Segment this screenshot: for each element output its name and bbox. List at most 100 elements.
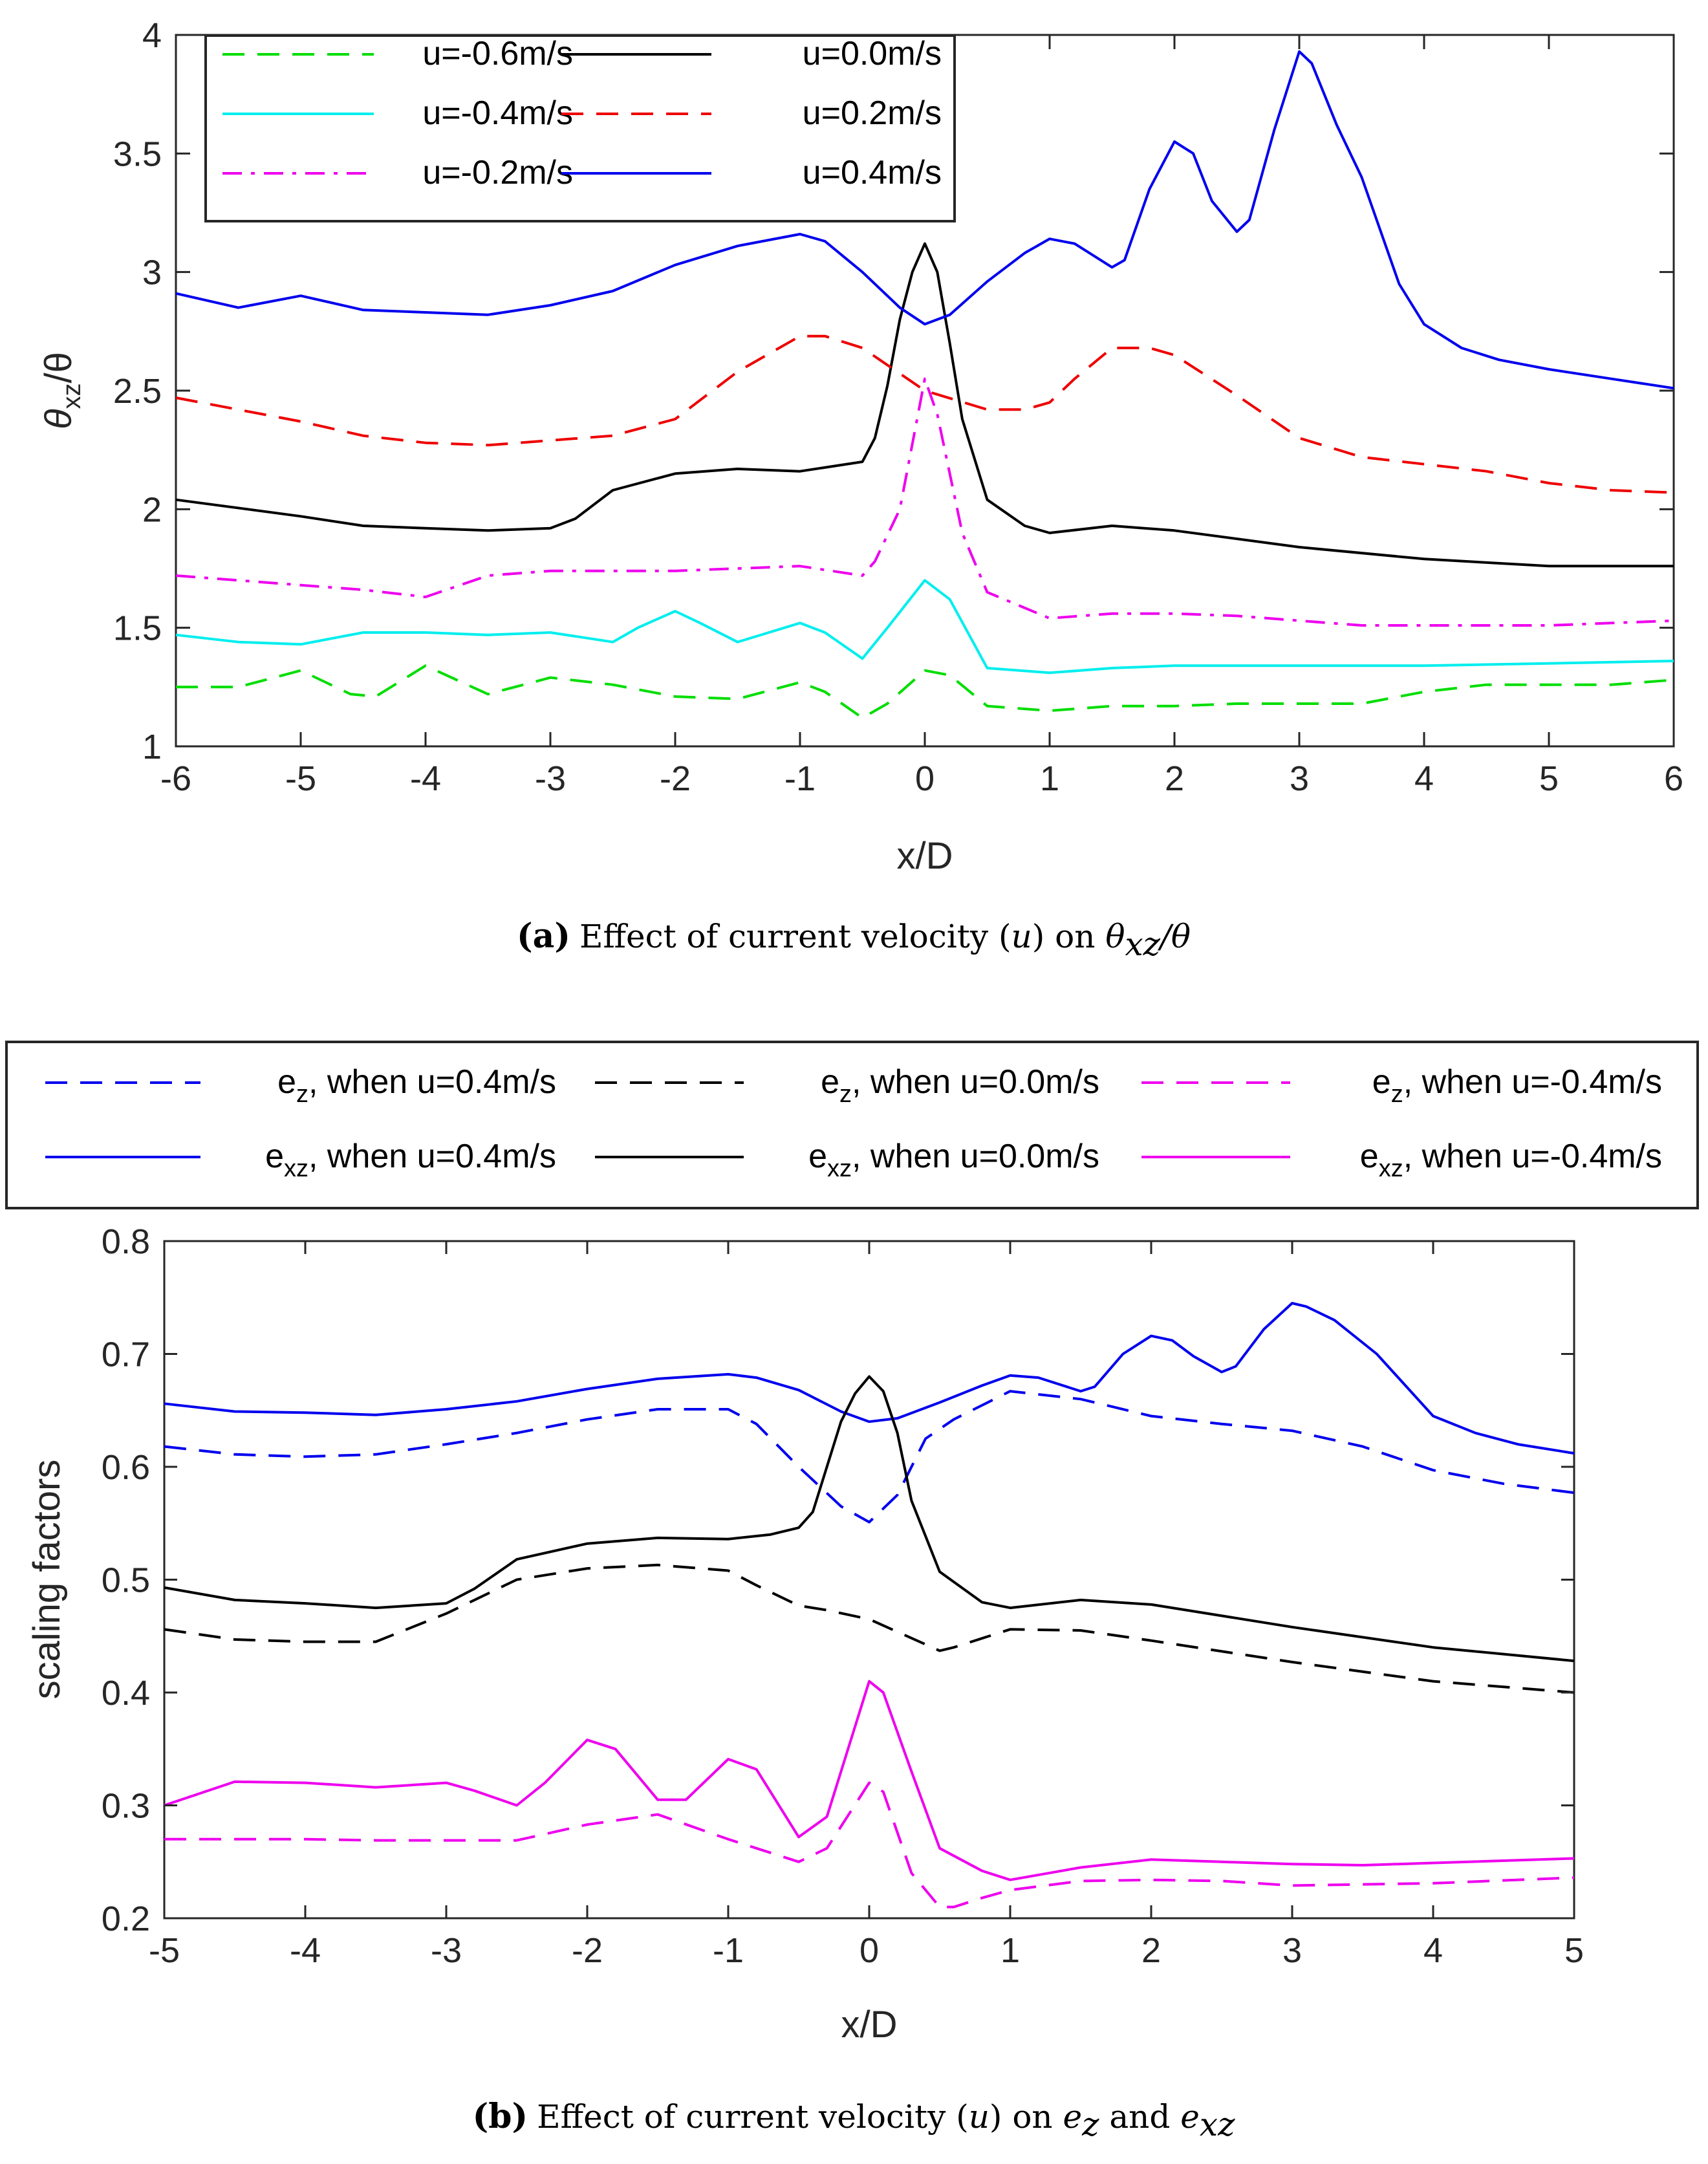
panel-b-legend-entries: ez, when u=0.4m/s ez, when u=0.0m/s ez, wh…	[45, 1063, 1662, 1182]
panel-b-caption-exz-sub: xz	[1200, 2106, 1235, 2143]
panel-b-series-ez-when-u-0-4m-s	[164, 1390, 1575, 1524]
panel-a-xtick-label: -3	[535, 759, 566, 798]
panel-a-y-label-theta: θ	[38, 409, 80, 429]
panel-a-xtick-label: 2	[1165, 759, 1184, 798]
panel-a-xtick-label: 0	[915, 759, 935, 798]
panel-a: -6 -5 -4 -3 -2 -1 0 1 2 3 4 5 6 11.522.533.54 x/D θx…	[38, 16, 1683, 963]
panel-a-legend-label-u-0-6m-s: u=-0.6m/s	[422, 35, 573, 72]
panel-b-caption-ez: e	[1063, 2098, 1083, 2136]
panel-a-y-label-sub: xz	[58, 383, 86, 409]
panel-b: ez, when u=0.4m/s ez, when u=0.0m/s ez, wh…	[5, 1041, 1699, 2143]
panel-b-legend-label-exz-when-u-0-4m-s: exz, when u=-0.4m/s	[1360, 1138, 1662, 1182]
panel-a-legend-label-u-0-2m-s: u=0.2m/s	[803, 94, 942, 132]
panel-a-xtick-label: -5	[285, 759, 316, 798]
panel-a-ytick-label: 3.5	[113, 135, 162, 173]
panel-b-x-axis-label: x/D	[841, 2004, 898, 2046]
panel-b-xtick-label: -1	[713, 1931, 744, 1970]
panel-b-caption-label: (b)	[473, 2097, 528, 2136]
panel-a-x-ticks: -6 -5 -4 -3 -2 -1 0 1 2 3 4 5 6	[160, 35, 1683, 798]
panel-a-ytick-label: 4	[142, 16, 162, 55]
panel-b-xtick-label: 0	[859, 1931, 879, 1970]
panel-a-caption: (a) Effect of current velocity (u) on θxz…	[517, 916, 1191, 963]
panel-b-caption-pre: Effect of current velocity (	[537, 2098, 969, 2136]
panel-b-caption-exz: e	[1180, 2098, 1200, 2136]
panel-b-xtick-label: 3	[1282, 1931, 1302, 1970]
panel-b-x-ticks: -5 -4 -3 -2 -1 0 1 2 3 4 5	[149, 1241, 1584, 1970]
panel-b-series-exz-when-u-0-4m-s	[164, 1680, 1575, 1881]
panel-b-caption-ez-sub: z	[1081, 2106, 1099, 2143]
panel-b-xtick-label: -3	[431, 1931, 462, 1970]
panel-a-ytick-label: 1.5	[113, 609, 162, 648]
panel-a-xtick-label: 1	[1040, 759, 1059, 798]
panel-a-x-axis-label: x/D	[897, 835, 953, 877]
panel-a-ytick-label: 1	[142, 728, 162, 766]
panel-a-y-label-tail: /θ	[38, 352, 80, 383]
panel-b-caption-mid: ) on	[989, 2098, 1063, 2136]
panel-a-caption-tail: /θ	[1158, 918, 1191, 955]
panel-a-ytick-label: 3	[142, 254, 162, 292]
panel-a-xtick-label: 6	[1664, 759, 1683, 798]
panel-b-ytick-label: 0.5	[102, 1561, 150, 1600]
panel-b-xtick-label: 2	[1141, 1931, 1161, 1970]
panel-a-legend: u=-0.6m/s u=-0.4m/s u=-0.2m/s u=0.0m/s u=0.2…	[204, 34, 956, 222]
panel-b-series-group	[164, 1302, 1575, 1909]
panel-a-xtick-label: 5	[1539, 759, 1559, 798]
panel-a-series-u-0-6m-s	[176, 664, 1674, 719]
panel-a-caption-u: u	[1011, 918, 1032, 955]
panel-a-legend-box	[204, 34, 956, 222]
panel-b-xtick-label: -5	[149, 1931, 180, 1970]
panel-b-legend: ez, when u=0.4m/s ez, when u=0.0m/s ez, wh…	[5, 1041, 1699, 1209]
panel-b-ytick-label: 0.7	[102, 1336, 150, 1374]
panel-b-series-ez-when-u-0-0m-s	[164, 1563, 1575, 1694]
panel-b-xtick-label: 4	[1423, 1931, 1443, 1970]
panel-b-series-exz-when-u-0-0m-s	[164, 1375, 1575, 1663]
panel-a-legend-label-u-0-4m-s: u=-0.4m/s	[422, 94, 573, 132]
panel-a-caption-label: (a)	[517, 916, 570, 956]
panel-b-xtick-label: 5	[1564, 1931, 1584, 1970]
panel-b-plot-area	[163, 1240, 1575, 1920]
panel-a-series-u-0-2m-s	[175, 377, 1674, 627]
panel-a-series-u-0-2m-s	[175, 334, 1674, 494]
panel-b-caption-and: and	[1099, 2098, 1180, 2136]
panel-a-series-group	[175, 50, 1674, 719]
panel-b-ytick-label: 0.3	[102, 1787, 150, 1826]
panel-b-legend-label-ez-when-u-0-4m-s: ez, when u=-0.4m/s	[1372, 1063, 1662, 1108]
panel-a-ytick-label: 2	[142, 490, 162, 529]
panel-a-caption-mid: ) on	[1032, 918, 1106, 955]
panel-b-legend-label-ez-when-u-0-0m-s: ez, when u=0.0m/s	[821, 1063, 1099, 1108]
panel-a-xtick-label: 4	[1414, 759, 1434, 798]
panel-b-ytick-label: 0.4	[102, 1674, 150, 1713]
panel-a-xtick-label: -2	[660, 759, 691, 798]
panel-a-xtick-label: -4	[410, 759, 441, 798]
panel-b-xtick-label: -4	[290, 1931, 321, 1970]
panel-a-xtick-label: -1	[784, 759, 816, 798]
panel-b-legend-box	[5, 1041, 1699, 1209]
panel-a-xtick-label: 3	[1290, 759, 1309, 798]
panel-b-caption-u: u	[969, 2098, 989, 2136]
panel-b-xtick-label: 1	[1000, 1931, 1020, 1970]
panel-a-y-axis-label: θxz/θ	[38, 352, 86, 429]
panel-b-legend-label-exz-when-u-0-0m-s: exz, when u=0.0m/s	[808, 1138, 1099, 1182]
panel-b-caption: (b) Effect of current velocity (u) on ez …	[473, 2097, 1235, 2143]
panel-b-series-ez-when-u-0-4m-s	[164, 1781, 1575, 1909]
panel-a-legend-label-u-0-0m-s: u=0.0m/s	[803, 35, 942, 72]
panel-b-series-exz-when-u-0-4m-s	[164, 1302, 1575, 1455]
panel-b-ytick-label: 0.8	[102, 1222, 150, 1261]
panel-a-xtick-label: -6	[160, 759, 191, 798]
panel-a-legend-label-u-0-4m-s: u=0.4m/s	[803, 154, 942, 191]
panel-a-legend-label-u-0-2m-s: u=-0.2m/s	[422, 154, 573, 191]
panel-a-caption-theta: θ	[1105, 918, 1125, 955]
panel-a-series-u-0-4m-s	[175, 50, 1674, 390]
panel-a-series-u-0-4m-s	[175, 579, 1674, 675]
panel-b-y-ticks: 0.2 0.3 0.4 0.5 0.6 0.7 0.8	[102, 1222, 1574, 1938]
panel-b-legend-label-ez-when-u-0-4m-s: ez, when u=0.4m/s	[277, 1063, 556, 1108]
panel-a-y-ticks: 1 1.5 2 2.5 3 3.5 4	[113, 16, 1674, 766]
panel-b-xtick-label: -2	[572, 1931, 603, 1970]
panel-a-ytick-label: 2.5	[113, 372, 162, 411]
panel-a-legend-entries: u=-0.6m/s u=-0.4m/s u=-0.2m/s u=0.0m/s u=0.2…	[222, 35, 942, 191]
panel-a-series-u-0-0m-s	[175, 242, 1674, 568]
panel-b-y-axis-label: scaling factors	[26, 1460, 68, 1700]
panel-a-caption-sub: xz	[1125, 925, 1160, 963]
panel-a-caption-pre: Effect of current velocity (	[579, 918, 1011, 955]
